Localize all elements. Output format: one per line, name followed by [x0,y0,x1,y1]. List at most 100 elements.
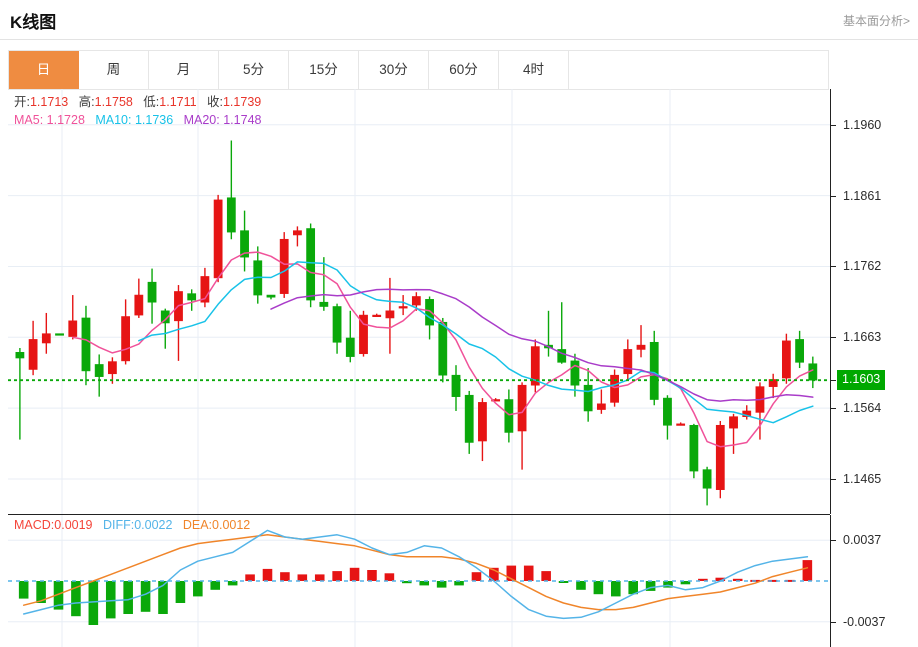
candle-48 [649,330,659,406]
candle-28 [385,277,395,354]
candle-body [15,351,25,359]
candle-body [121,316,131,362]
price-tick-3 [831,337,836,339]
candle-26 [359,310,368,357]
candle-43 [583,368,593,422]
candle-body [464,394,474,443]
candle-22 [306,223,316,308]
macd-bar-22 [402,581,412,584]
price-tick-label-0: 1.1960 [843,117,882,132]
candle-body [610,374,619,403]
candle-37 [504,389,514,443]
macd-bar-2 [53,581,64,610]
candle-body [345,337,355,357]
candle-51 [689,423,699,479]
ma20-line [270,288,814,402]
tab-6[interactable]: 60分 [429,51,499,89]
candle-33 [451,365,461,411]
price-plot-area[interactable] [8,89,830,514]
macd-bar-9 [175,581,186,603]
price-tick-4 [831,408,836,410]
candle-body [160,310,170,324]
candle-body [94,364,104,377]
tab-2[interactable]: 月 [149,51,219,89]
macd-tick-label-1: -0.0037 [843,614,886,629]
candle-6 [94,354,104,397]
macd-bar-34 [611,581,621,597]
price-tick-0 [831,124,836,126]
macd-bar-37 [663,581,673,588]
candle-15 [213,194,223,283]
macd-bar-3 [71,581,81,617]
kline-chart: 开:1.1713 高:1.1758 低:1.1711 收:1.1739 MA5:… [0,89,918,647]
candle-body [200,276,210,303]
candle-60 [808,356,818,389]
diff-line [22,529,809,620]
tab-1[interactable]: 周 [79,51,149,89]
candle-body [213,199,223,279]
candle-body [41,333,51,344]
candle-body [636,344,646,350]
candle-53 [715,420,725,499]
candle-body [147,281,157,303]
candle-18 [253,246,263,304]
current-price-tick [831,380,836,382]
candle-body [108,361,117,375]
candle-body [491,399,501,402]
tab-3[interactable]: 5分 [219,51,289,89]
candle-50 [676,422,686,426]
macd-bar-29 [523,565,534,581]
macd-bar-45 [802,560,813,581]
price-tick-2 [831,266,836,268]
tab-7[interactable]: 4时 [499,51,569,89]
candle-38 [517,382,527,470]
candle-54 [729,413,738,454]
candle-body [187,293,197,301]
candle-34 [464,390,474,454]
macd-bar-17 [314,574,325,581]
tab-4[interactable]: 15分 [289,51,359,89]
candle-body [55,333,64,336]
candle-body [702,469,712,489]
tab-0[interactable]: 日 [9,51,79,89]
macd-bar-0 [18,581,29,599]
candle-3 [55,333,64,336]
macd-bar-25 [454,581,464,586]
dea-line [22,534,809,611]
macd-bar-24 [436,581,447,588]
price-tick-label-5: 1.1465 [843,471,882,486]
macd-plot-area[interactable] [8,515,830,647]
macd-bar-15 [280,572,290,581]
macd-bar-5 [105,581,116,619]
candle-27 [372,313,382,317]
ma10-line [138,261,814,424]
candle-body [68,320,78,337]
candle-20 [279,232,289,298]
candle-11 [160,308,170,349]
candle-body [649,341,659,400]
candle-19 [266,294,276,300]
macd-bar-20 [367,570,377,581]
candle-14 [200,267,210,308]
tab-5[interactable]: 30分 [359,51,429,89]
tab-label: 30分 [379,62,408,77]
candle-body [596,403,606,410]
candle-body [504,399,514,433]
candle-40 [544,310,553,357]
fundamental-analysis-link[interactable]: 基本面分析> [842,14,910,28]
macd-bar-6 [123,581,133,614]
candle-body [438,321,448,376]
candle-44 [596,389,606,414]
macd-bar-16 [297,574,308,581]
macd-bar-35 [628,581,638,595]
candle-body [451,374,461,397]
candle-8 [121,299,131,365]
candle-57 [768,373,778,399]
macd-tick-0 [831,540,836,542]
macd-bar-27 [489,567,499,581]
tabbar-filler [569,51,829,89]
price-axis: 1.1960 1.1861 1.1762 1.1663 1.1564 1.1465 1.16… [830,89,918,514]
candle-body [729,416,738,429]
candle-10 [147,268,157,324]
price-tick-5 [831,478,836,480]
